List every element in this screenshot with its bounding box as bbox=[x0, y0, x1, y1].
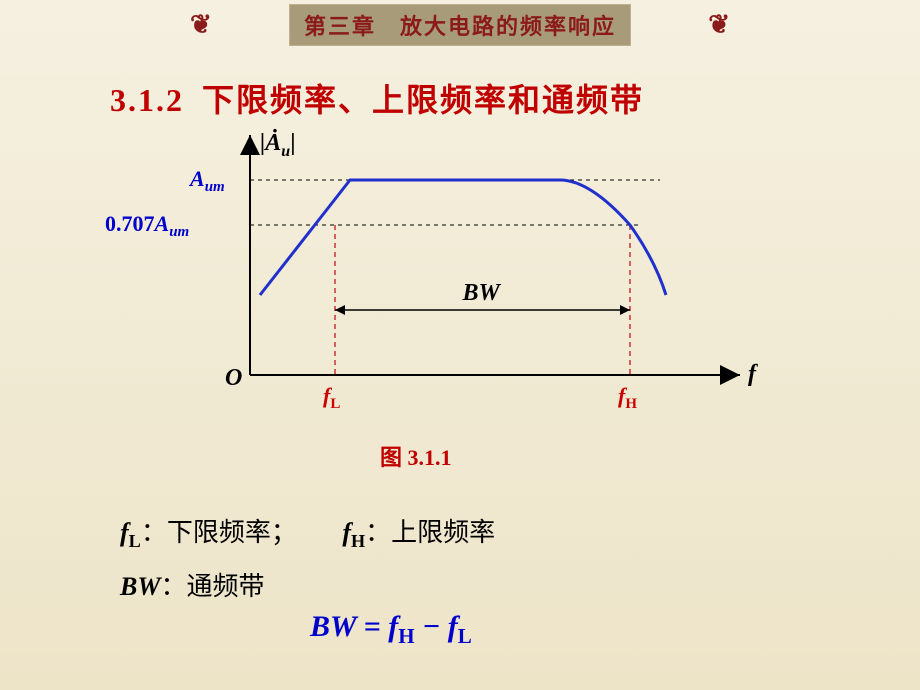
fh-text: ：上限频率 bbox=[365, 518, 495, 547]
svg-text:fH: fH bbox=[618, 383, 637, 412]
svg-text:|Ȧu|: |Ȧu| bbox=[260, 129, 296, 160]
figure-caption: 图 3.1.1 bbox=[380, 440, 452, 472]
svg-text:f: f bbox=[748, 361, 758, 387]
definitions-block: fL：下限频率； fH：上限频率 BW：通频带 bbox=[120, 510, 495, 617]
definition-row-1: fL：下限频率； fH：上限频率 bbox=[120, 510, 495, 558]
bw-symbol: BW bbox=[120, 572, 160, 601]
svg-text:Aum: Aum bbox=[188, 166, 225, 195]
section-number: 3.1.2 bbox=[110, 82, 184, 118]
section-heading: 下限频率、上限频率和通频带 bbox=[202, 82, 644, 118]
fl-text: ：下限频率； bbox=[141, 518, 297, 547]
fh-symbol: fH bbox=[342, 518, 365, 547]
ornament-right: ❦ bbox=[708, 10, 730, 40]
svg-text:BW: BW bbox=[462, 280, 502, 306]
svg-text:O: O bbox=[225, 365, 242, 391]
frequency-response-chart: |Ȧu| Aum 0.707Aum Of fL fH BW bbox=[100, 125, 780, 435]
definition-row-2: BW：通频带 bbox=[120, 564, 495, 611]
chapter-title: 第三章 放大电路的频率响应 bbox=[289, 4, 631, 46]
ornament-left: ❦ bbox=[190, 10, 212, 40]
bandwidth-formula: BW = fH − fL bbox=[310, 610, 472, 649]
section-title: 3.1.2 下限频率、上限频率和通频带 bbox=[110, 75, 644, 121]
fl-symbol: fL bbox=[120, 518, 141, 547]
chapter-header: ❦ 第三章 放大电路的频率响应 ❦ bbox=[0, 0, 920, 50]
chart-svg: |Ȧu| Aum 0.707Aum Of fL fH BW bbox=[100, 125, 780, 435]
svg-text:fL: fL bbox=[323, 383, 340, 412]
bw-text: ：通频带 bbox=[160, 572, 264, 601]
svg-text:0.707Aum: 0.707Aum bbox=[105, 211, 189, 240]
